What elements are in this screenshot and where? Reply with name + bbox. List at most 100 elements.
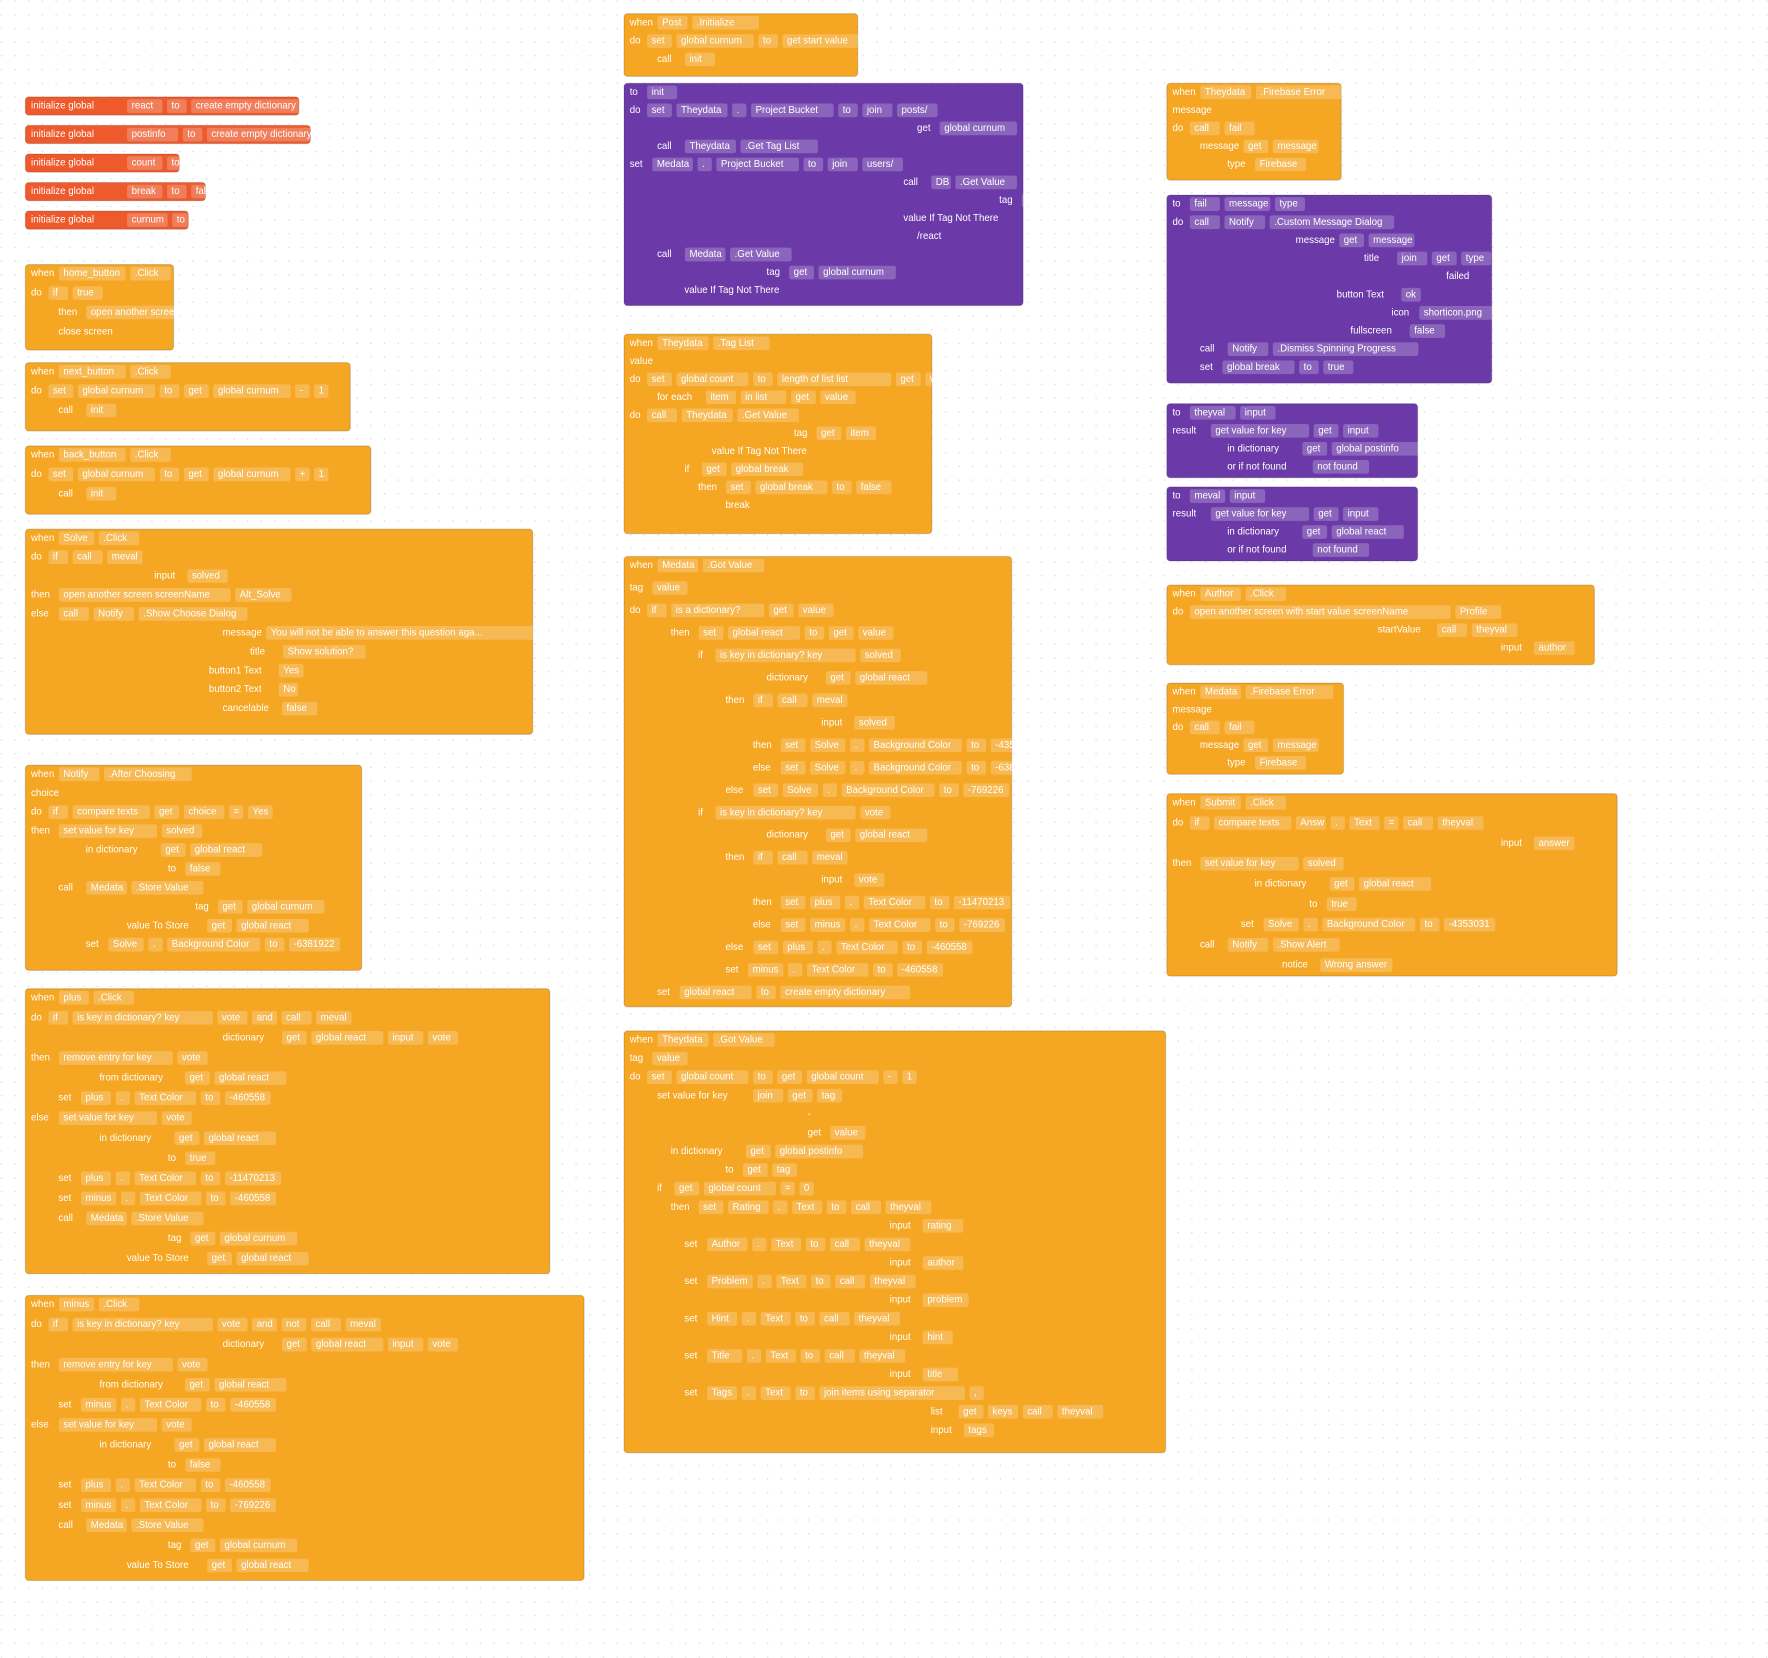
block-label: if — [657, 1183, 662, 1194]
field-text: Solve — [113, 939, 137, 950]
block-field — [850, 918, 865, 932]
block-label: message — [1200, 740, 1239, 751]
block-group: to meval input result get value for key get in… — [1166, 486, 1419, 562]
block-field — [810, 738, 846, 753]
block-field — [740, 390, 787, 405]
block-label: call — [58, 488, 73, 499]
block-label: then — [725, 852, 744, 863]
field-text: call — [1194, 217, 1209, 228]
field-text: global react — [241, 1253, 291, 1264]
block-field — [1444, 917, 1496, 932]
field-text: to — [177, 215, 185, 226]
field-text: get — [179, 1133, 193, 1144]
field-text: get — [190, 1073, 204, 1084]
block-label: tag — [195, 901, 208, 912]
block-field — [80, 1478, 112, 1492]
field-text: get — [1334, 879, 1348, 890]
block-field — [174, 1131, 200, 1146]
field-text: .Click — [98, 992, 122, 1003]
block-field — [262, 305, 309, 320]
field-text: false — [286, 703, 306, 714]
field-text: get — [195, 1540, 209, 1551]
block-field — [817, 940, 832, 955]
block-field — [1533, 836, 1575, 851]
field-text: . — [822, 942, 825, 953]
field-text: ok — [1406, 289, 1416, 300]
field-text: Text — [765, 1313, 783, 1324]
field-text: compare texts — [77, 807, 138, 818]
block-label: to — [1172, 491, 1180, 502]
block-field — [1210, 423, 1310, 438]
field-text: .Click — [103, 533, 127, 544]
block-field — [200, 1171, 221, 1186]
field-text: get — [821, 428, 835, 439]
block-field — [48, 550, 68, 564]
block-label: then — [1172, 858, 1191, 869]
block-field — [1343, 423, 1379, 438]
field-text: Background Color — [874, 740, 952, 751]
field-text: .Get Value — [960, 177, 1005, 188]
block-field — [1349, 816, 1380, 830]
block-field — [1322, 917, 1416, 932]
block-field — [835, 1274, 866, 1289]
block-field — [753, 372, 773, 387]
block-field — [58, 531, 95, 546]
block-label: button1 Text — [209, 665, 262, 676]
block-label: else — [725, 785, 743, 796]
field-text: true — [1331, 899, 1348, 910]
block-field — [229, 805, 244, 819]
field-text: set — [758, 785, 771, 796]
field-text: solved — [192, 571, 220, 582]
block-label: for each — [657, 392, 692, 403]
block-field — [154, 805, 180, 819]
block-field — [707, 1386, 738, 1400]
block-field — [757, 1274, 772, 1289]
block-field — [86, 403, 117, 418]
field-text: -460558 — [931, 942, 967, 953]
block-field — [1272, 938, 1340, 952]
field-text: minus — [86, 1193, 112, 1204]
block-field — [72, 550, 103, 564]
field-text: input — [1348, 509, 1369, 520]
field-text: Yes — [283, 665, 299, 676]
block-field — [183, 384, 209, 398]
field-text: to — [205, 1480, 213, 1491]
block-field — [1431, 251, 1457, 266]
block-label: when — [30, 268, 54, 279]
field-text: Theydata — [689, 141, 730, 152]
block-label: in dictionary — [86, 845, 138, 856]
block-label: to — [725, 1165, 733, 1176]
field-text: . — [702, 159, 705, 170]
block-field — [86, 486, 117, 501]
field-text: global break — [736, 464, 789, 475]
block-field — [780, 918, 806, 932]
block-field — [824, 1349, 855, 1363]
block — [1166, 793, 1618, 977]
block-field — [902, 1070, 917, 1084]
block-label: input — [821, 717, 842, 728]
block-label: when — [30, 769, 54, 780]
block-field — [1471, 623, 1518, 637]
block-label: failed — [1446, 271, 1469, 282]
block-field — [741, 1311, 757, 1326]
field-text: global curnum — [944, 123, 1005, 134]
block-field — [252, 1010, 277, 1025]
block-field — [1313, 507, 1339, 521]
field-text: plus — [86, 1093, 104, 1104]
field-text: . — [778, 1202, 781, 1213]
field-text: set — [53, 386, 66, 397]
field-text: global postinfo — [1336, 443, 1398, 454]
block-group: initialize global react to create empty dic… — [24, 96, 321, 116]
field-text: Text Color — [144, 1193, 188, 1204]
block-field — [1455, 605, 1502, 619]
field-text: solved — [166, 826, 194, 837]
field-text: author — [927, 1258, 955, 1269]
block-field — [108, 937, 144, 952]
block-label: in dictionary — [671, 1146, 723, 1157]
block-field — [1401, 287, 1421, 302]
field-text: choice — [188, 807, 216, 818]
block-field — [1339, 233, 1365, 248]
block-label: - — [808, 1109, 811, 1120]
field-text: 0 — [201, 215, 207, 226]
field-text: Rating — [733, 1202, 761, 1213]
